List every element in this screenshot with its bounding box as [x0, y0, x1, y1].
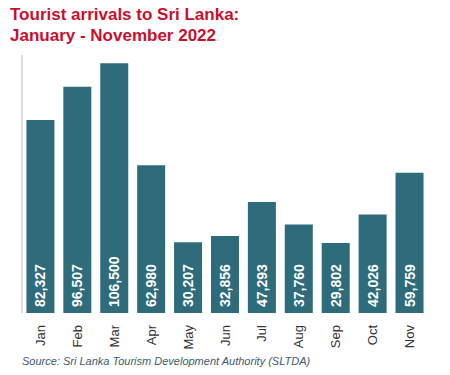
svg-text:47,293: 47,293 — [254, 264, 270, 307]
svg-text:62,980: 62,980 — [143, 264, 159, 307]
svg-text:Aug: Aug — [291, 325, 306, 348]
svg-text:59,759: 59,759 — [402, 264, 418, 307]
svg-text:Nov: Nov — [402, 325, 417, 349]
svg-text:Apr: Apr — [144, 324, 159, 345]
html-text:Source: Sri Lanka Tourism Deve: Source: Sri Lanka Tourism Development Au… — [22, 355, 311, 367]
svg-text:Oct: Oct — [365, 325, 380, 346]
svg-text:42,026: 42,026 — [365, 264, 381, 307]
svg-text:Mar: Mar — [107, 324, 122, 347]
svg-text:106,500: 106,500 — [106, 256, 122, 307]
svg-text:32,856: 32,856 — [217, 264, 233, 307]
html-text:January - November 2022: January - November 2022 — [10, 26, 216, 45]
svg-text:Jan: Jan — [33, 325, 48, 346]
svg-text:Jun: Jun — [218, 325, 233, 346]
svg-text:May: May — [181, 325, 196, 350]
svg-text:37,760: 37,760 — [291, 264, 307, 307]
svg-text:Sep: Sep — [328, 325, 343, 348]
svg-text:82,327: 82,327 — [32, 264, 48, 307]
svg-text:30,207: 30,207 — [180, 264, 196, 307]
svg-text:Jul: Jul — [254, 325, 269, 342]
svg-text:96,507: 96,507 — [69, 264, 85, 307]
html-text:Tourist arrivals to Sri Lanka:: Tourist arrivals to Sri Lanka: — [10, 5, 240, 24]
svg-text:29,802: 29,802 — [328, 264, 344, 307]
svg-text:Feb: Feb — [70, 325, 85, 347]
